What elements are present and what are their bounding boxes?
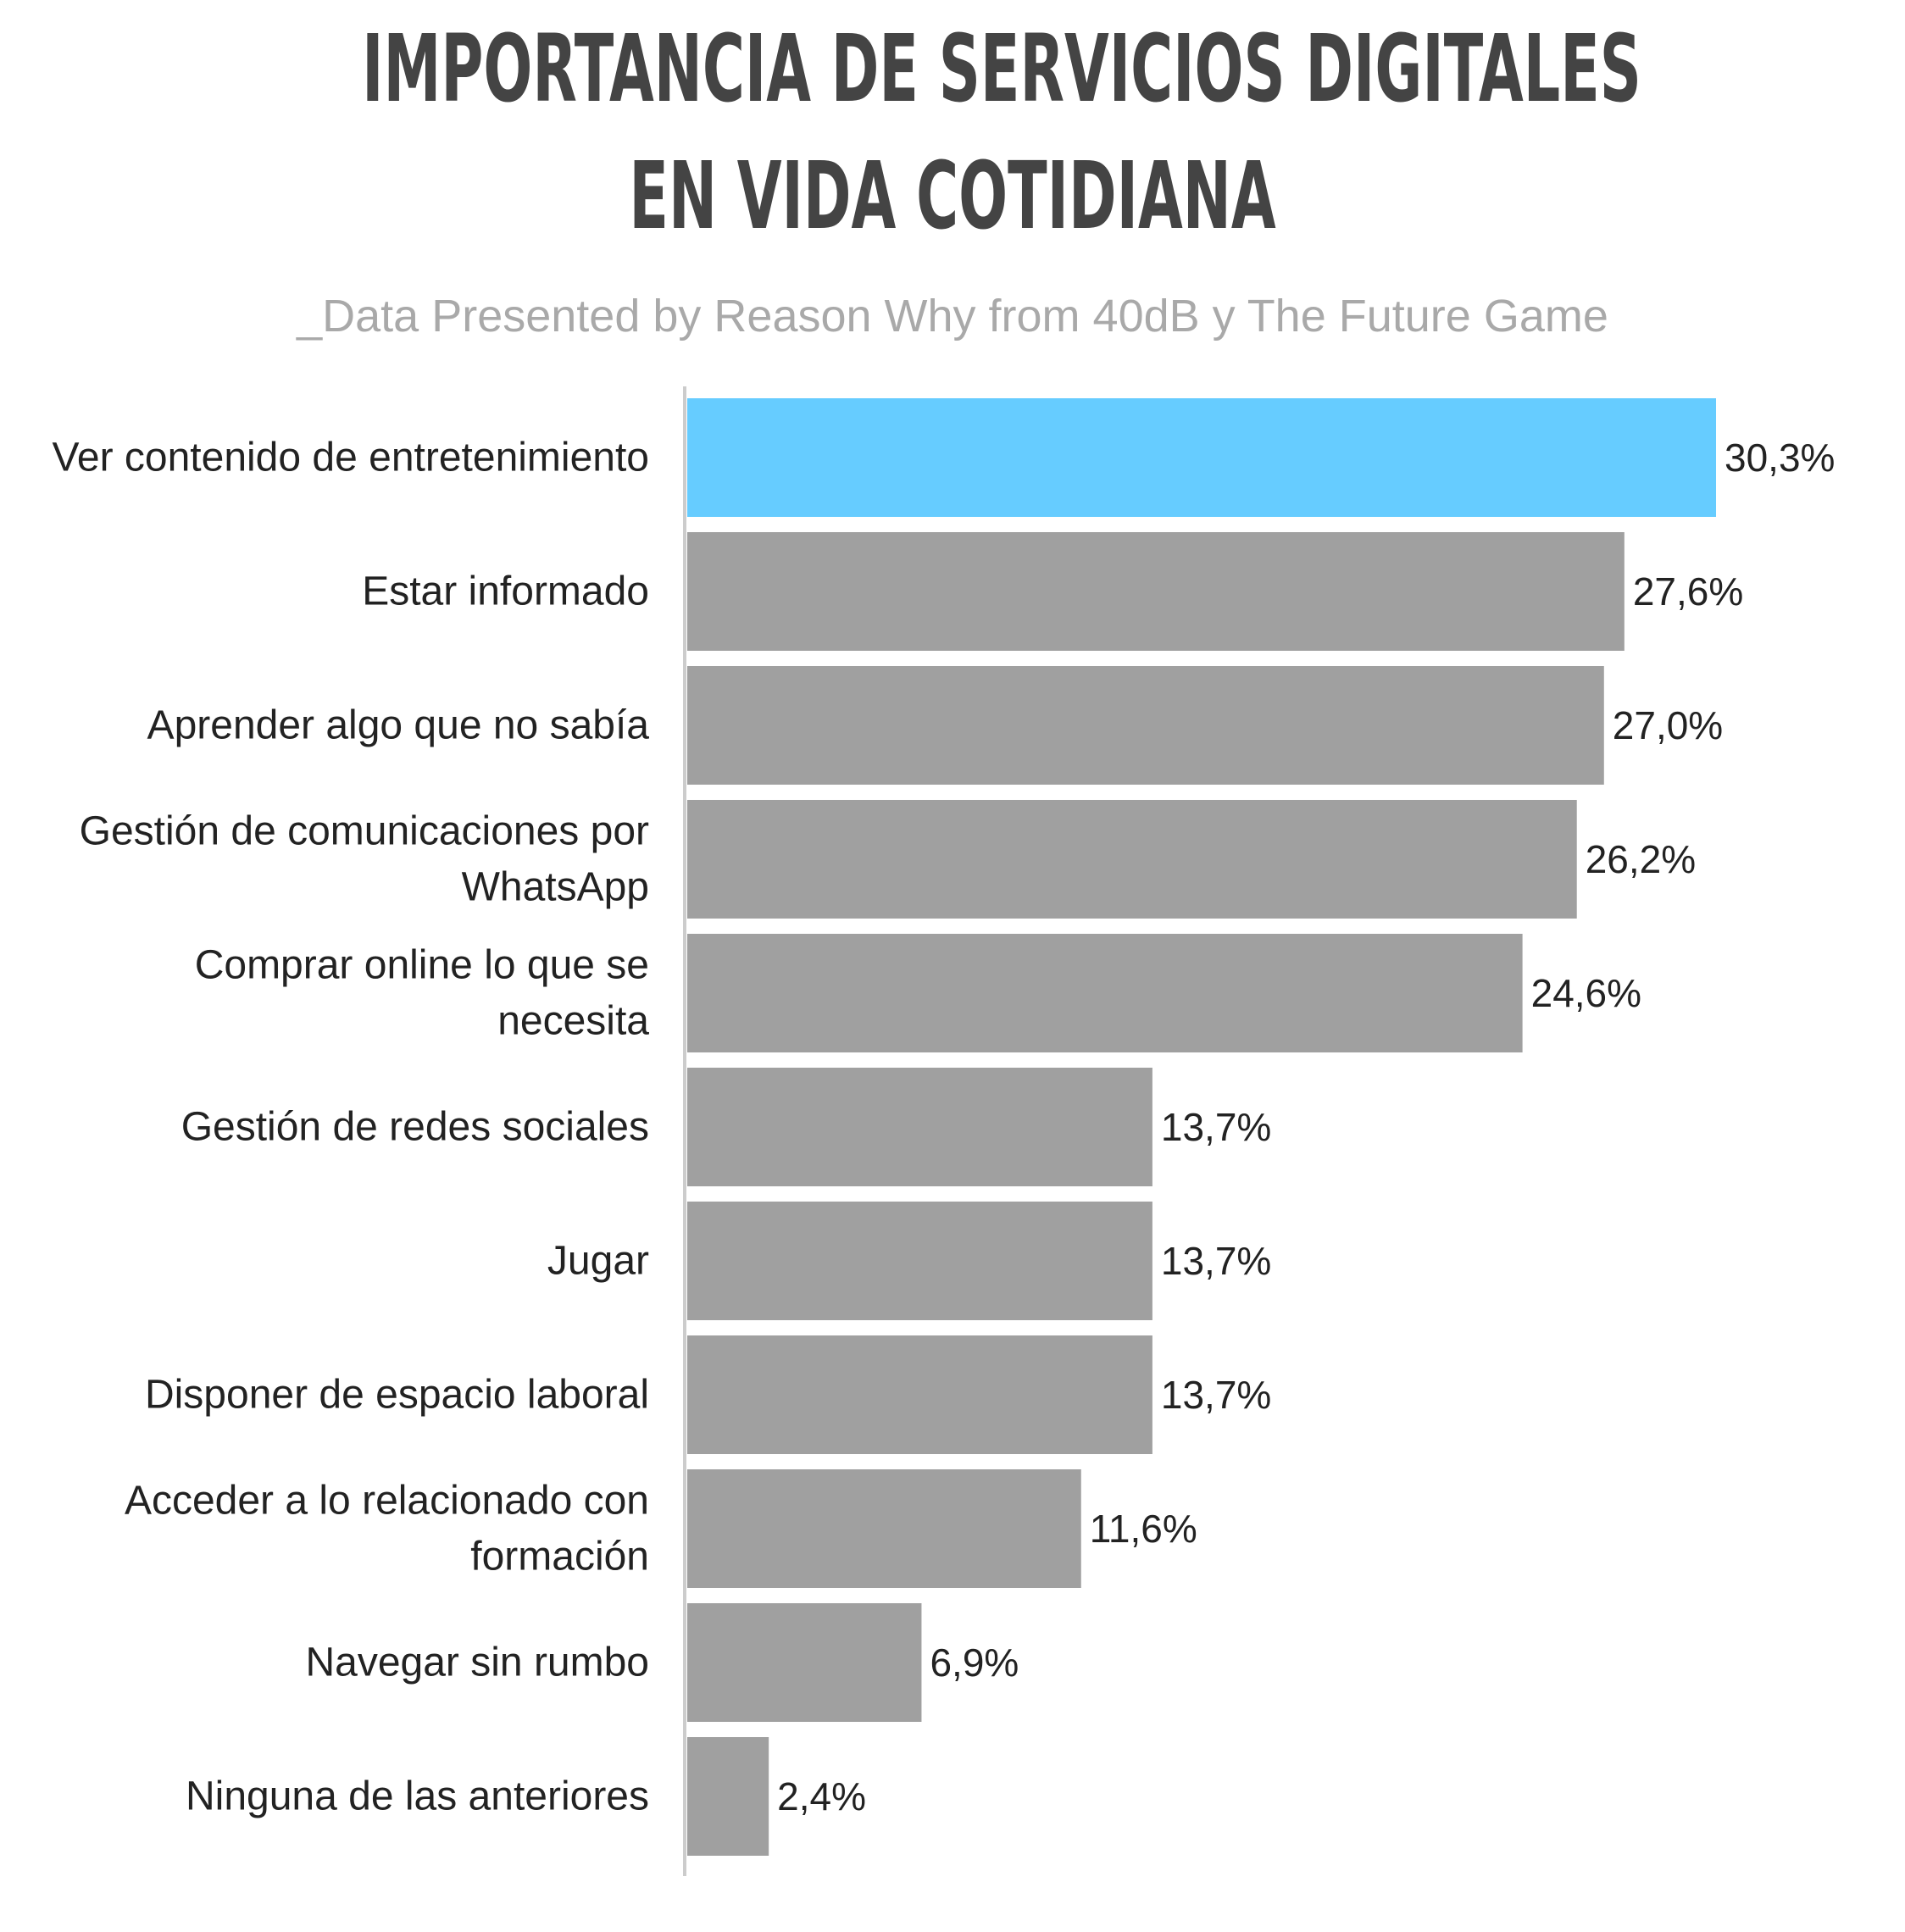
bar-value-label: 13,7% xyxy=(1161,1105,1271,1149)
category-label: Disponer de espacio laboral xyxy=(145,1373,649,1418)
bar xyxy=(687,532,1625,651)
bar xyxy=(687,1068,1152,1186)
category-label-line: necesita xyxy=(497,999,649,1044)
bar-value-label: 27,0% xyxy=(1613,703,1723,747)
bar xyxy=(687,1737,769,1856)
bar-value-label: 13,7% xyxy=(1161,1373,1271,1417)
category-label: Gestión de comunicaciones por WhatsApp xyxy=(80,809,649,910)
bar-value-label: 24,6% xyxy=(1531,971,1641,1015)
category-label: Aprender algo que no sabía xyxy=(147,703,650,748)
category-label: Ver contenido de entretenimiento xyxy=(53,436,649,480)
bar xyxy=(687,1202,1152,1320)
category-label-line: Disponer de espacio laboral xyxy=(145,1373,649,1418)
bar xyxy=(687,934,1523,1052)
category-label-line: Jugar xyxy=(547,1239,649,1284)
chart-title-line-2: EN VIDA COTIDIANA xyxy=(629,142,1276,250)
bar-value-label: 2,4% xyxy=(777,1774,866,1818)
bar xyxy=(687,1603,922,1722)
bar-value-label: 27,6% xyxy=(1633,569,1743,613)
category-label-line: Gestión de redes sociales xyxy=(181,1105,649,1150)
category-label: Comprar online lo que se necesita xyxy=(195,943,650,1044)
bar-value-label: 30,3% xyxy=(1724,436,1835,480)
chart-title-line-1: IMPORTANCIA DE SERVICIOS DIGITALES xyxy=(362,14,1641,123)
category-label-line: Ninguna de las anteriores xyxy=(186,1774,649,1819)
category-label-line: Ver contenido de entretenimiento xyxy=(53,436,649,480)
bar-value-label: 6,9% xyxy=(930,1641,1019,1685)
category-label: Ninguna de las anteriores xyxy=(186,1774,649,1819)
category-label: Gestión de redes sociales xyxy=(181,1105,649,1150)
category-label-line: Comprar online lo que se xyxy=(195,943,649,988)
bar xyxy=(687,666,1604,785)
bar xyxy=(687,800,1577,919)
category-label: Estar informado xyxy=(362,569,649,614)
category-label-line: Aprender algo que no sabía xyxy=(147,703,650,748)
category-label: Jugar xyxy=(547,1239,649,1284)
bar-value-label: 26,2% xyxy=(1586,837,1696,881)
bar xyxy=(687,1335,1152,1454)
category-label-line: Estar informado xyxy=(362,569,649,614)
category-label: Navegar sin rumbo xyxy=(305,1641,649,1685)
chart-subtitle: _Data Presented by Reason Why from 40dB … xyxy=(297,291,1608,341)
bar-value-label: 13,7% xyxy=(1161,1239,1271,1283)
category-label-line: formación xyxy=(470,1535,649,1579)
bar xyxy=(687,1469,1081,1588)
category-label-line: Gestión de comunicaciones por xyxy=(80,809,649,854)
category-label-line: WhatsApp xyxy=(462,865,649,910)
bar-value-label: 11,6% xyxy=(1090,1507,1197,1551)
category-label: Acceder a lo relacionado con formación xyxy=(125,1479,649,1579)
category-label-line: Navegar sin rumbo xyxy=(305,1641,649,1685)
bar xyxy=(687,398,1716,517)
category-label-line: Acceder a lo relacionado con xyxy=(125,1479,649,1524)
